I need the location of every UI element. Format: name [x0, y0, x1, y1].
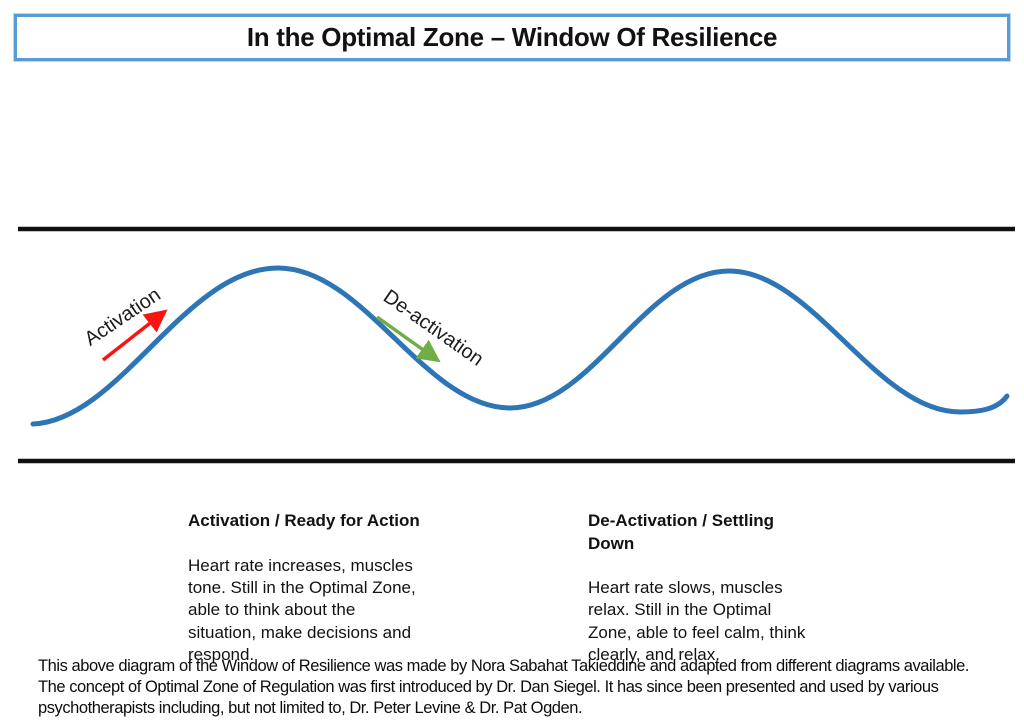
activation-annotation-heading: Activation / Ready for Action [188, 511, 420, 531]
resilience-wave-curve [30, 265, 1010, 427]
deactivation-annotation-body: Heart rate slows, muscles relax. Still i… [588, 578, 806, 665]
page-title: In the Optimal Zone – Window Of Resilien… [246, 22, 778, 52]
activation-arrow [101, 309, 168, 362]
title-box: In the Optimal Zone – Window Of Resilien… [13, 13, 1011, 62]
attribution-text: This above diagram of the Window of Resi… [38, 657, 969, 717]
activation-annotation: Activation / Ready for Action Heart rate… [188, 488, 468, 689]
activation-annotation-body: Heart rate increases, muscles tone. Stil… [188, 555, 416, 665]
deactivation-annotation-heading: De-Activation / Settling Down [588, 511, 775, 553]
deactivation-arrow [375, 315, 441, 363]
deactivation-annotation: De-Activation / Settling Down Heart rate… [588, 488, 868, 689]
